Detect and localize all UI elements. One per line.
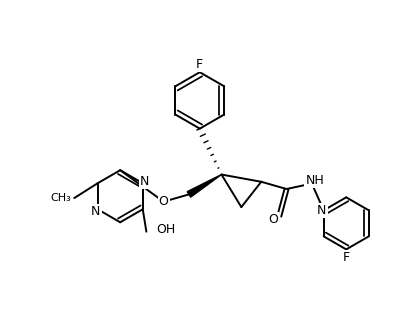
Text: NH: NH (305, 174, 323, 187)
Text: CH₃: CH₃ (50, 193, 71, 203)
Text: O: O (267, 213, 277, 225)
Text: O: O (158, 195, 168, 208)
Text: N: N (140, 175, 149, 188)
Text: F: F (196, 58, 203, 71)
Text: OH: OH (156, 223, 176, 236)
Polygon shape (187, 174, 221, 197)
Text: N: N (316, 204, 326, 217)
Text: F: F (342, 251, 349, 264)
Text: N: N (91, 205, 100, 217)
